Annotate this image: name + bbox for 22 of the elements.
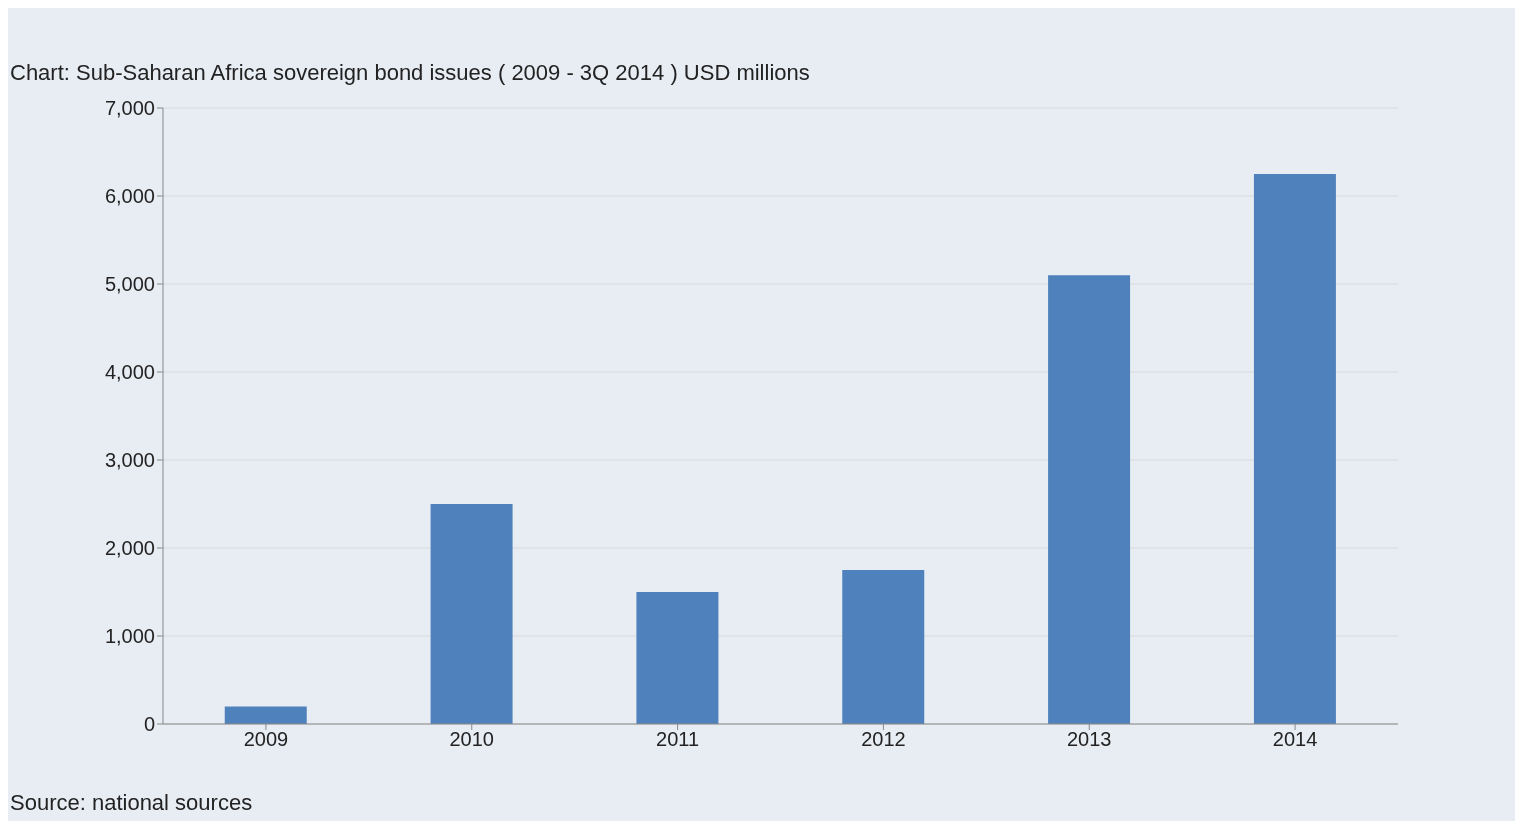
x-tick-label: 2010 xyxy=(449,728,494,751)
y-tick-label: 0 xyxy=(143,713,155,736)
bar xyxy=(636,592,719,724)
x-tick-label: 2009 xyxy=(243,728,289,751)
source-note: Source: national sources xyxy=(10,790,253,816)
x-tick-label: 2013 xyxy=(1067,728,1112,751)
x-tick-label: 2011 xyxy=(656,728,700,751)
bar xyxy=(1253,174,1336,724)
y-tick-label: 2,000 xyxy=(104,537,155,560)
y-tick-label: 1,000 xyxy=(104,625,155,648)
x-tick-label: 2012 xyxy=(861,728,906,751)
y-tick-label: 4,000 xyxy=(104,361,155,384)
y-tick-label: 7,000 xyxy=(104,97,155,120)
y-tick-label: 5,000 xyxy=(104,273,155,296)
bar xyxy=(1048,275,1131,724)
y-tick-label: 3,000 xyxy=(104,449,155,472)
bar xyxy=(224,706,307,724)
bar xyxy=(842,570,925,724)
y-tick-label: 6,000 xyxy=(104,185,155,208)
chart-title: Chart: Sub-Saharan Africa sovereign bond issues ( 2009 - 3Q 2014 ) USD millions xyxy=(10,60,810,86)
x-tick-label: 2014 xyxy=(1272,728,1318,751)
bar xyxy=(430,504,513,724)
